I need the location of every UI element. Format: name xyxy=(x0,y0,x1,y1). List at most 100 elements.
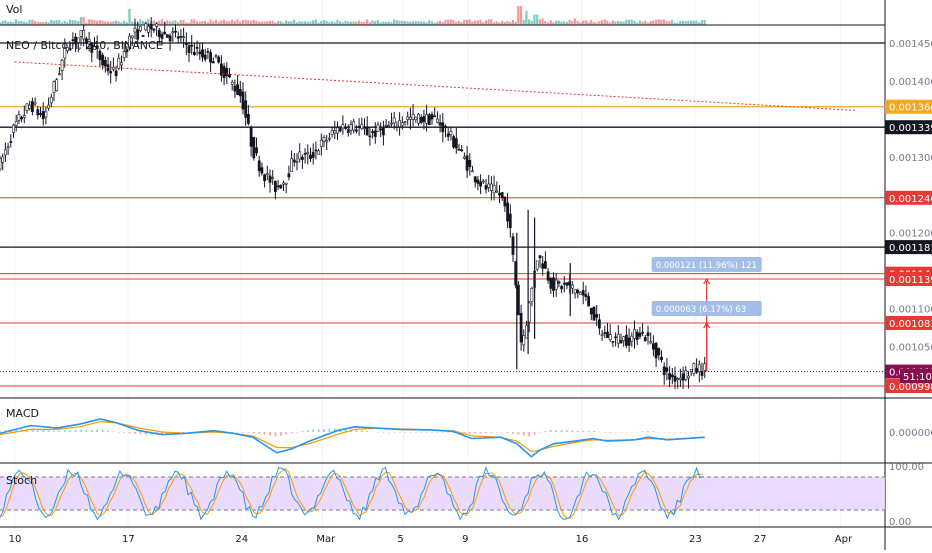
stoch-k-line xyxy=(0,466,704,521)
macd-histogram-bar xyxy=(15,429,18,432)
candle-body xyxy=(201,49,204,58)
time-tick-0: 10 xyxy=(9,534,22,545)
price-tag-7[interactable] xyxy=(885,316,932,331)
volume-bar xyxy=(371,20,374,25)
candle-body xyxy=(646,332,650,337)
volume-bar xyxy=(47,22,50,25)
volume-bar xyxy=(255,20,258,25)
macd-histogram-bar xyxy=(420,432,423,433)
candle-body xyxy=(98,50,102,61)
volume-bar xyxy=(638,20,641,25)
candle-body xyxy=(695,368,699,373)
time-axis[interactable]: 10 17 24 Mar 5 9 16 23 27 Apr xyxy=(9,534,853,545)
volume-bar xyxy=(276,21,280,25)
candle-body xyxy=(457,148,461,151)
volume-bar xyxy=(93,20,96,25)
volume-bar xyxy=(552,22,555,25)
macd-histogram-bar xyxy=(355,429,358,432)
price-tag-6[interactable] xyxy=(885,271,932,286)
volume-bar xyxy=(652,20,655,25)
volume-bar xyxy=(117,21,120,25)
volume-bar xyxy=(20,20,23,25)
candle-body xyxy=(325,140,329,143)
candle-body xyxy=(697,364,701,373)
time-tick-4: 5 xyxy=(397,534,403,545)
volume-bar xyxy=(174,20,177,25)
macd-histogram-bar xyxy=(398,432,401,433)
candle-body xyxy=(614,336,618,339)
volume-bar xyxy=(403,21,406,25)
price-tick-6: 0.001050 xyxy=(889,343,932,354)
price-tag-2[interactable] xyxy=(885,120,932,135)
volume-bar xyxy=(341,22,344,25)
candle-body xyxy=(511,236,515,255)
macd-histogram-bar xyxy=(274,432,277,437)
candle-body xyxy=(678,377,682,380)
candle-body xyxy=(492,185,496,194)
price-axis[interactable]: 0.0014500.0014000.0013000.0012500.001200… xyxy=(885,39,932,528)
macd-histogram-bar xyxy=(96,429,99,432)
time-tick-9: Apr xyxy=(835,534,853,545)
candle-body xyxy=(74,36,78,43)
macd-histogram-bar xyxy=(53,430,55,432)
volume-bar xyxy=(15,19,18,25)
volume-bar xyxy=(654,19,658,25)
candle-body xyxy=(371,131,375,134)
candle-body xyxy=(417,113,420,124)
candle-body xyxy=(549,278,553,289)
volume-bar xyxy=(563,21,566,25)
macd-histogram-bar xyxy=(620,432,622,433)
volume-bar xyxy=(487,19,490,25)
macd-label[interactable]: MACD xyxy=(6,407,39,420)
macd-histogram-bar xyxy=(393,432,396,433)
volume-bar xyxy=(336,19,339,25)
candle-body xyxy=(516,284,520,316)
volume-bar xyxy=(557,20,560,25)
candle-body xyxy=(473,176,477,183)
macd-histogram-bar xyxy=(58,430,61,432)
volume-bar xyxy=(320,21,323,25)
candle-body xyxy=(271,177,275,179)
candle-body xyxy=(174,30,177,33)
volume-bar xyxy=(684,21,687,25)
candle-body xyxy=(665,367,669,372)
candle-body xyxy=(1,156,5,163)
macd-histogram-bar xyxy=(668,432,671,433)
trend-line[interactable] xyxy=(14,61,858,112)
volume-bar xyxy=(239,21,242,25)
price-tag-4[interactable] xyxy=(885,240,932,255)
candle-body xyxy=(508,213,512,229)
volume-bar xyxy=(560,21,563,25)
macd-histogram-bar xyxy=(690,431,693,433)
candle-body xyxy=(357,125,361,128)
candle-body xyxy=(373,130,377,137)
candle-body xyxy=(597,319,601,329)
macd-histogram-bar xyxy=(528,432,531,437)
stoch-label[interactable]: Stoch xyxy=(6,474,37,487)
measure-box-1[interactable] xyxy=(651,301,762,317)
price-tick-0: 0.001450 xyxy=(889,39,932,50)
volume-bar xyxy=(42,22,45,25)
candle-body xyxy=(12,124,15,133)
volume-bar xyxy=(530,20,533,25)
candle-body xyxy=(311,152,315,158)
volume-bar xyxy=(303,21,307,25)
symbol-label[interactable]: NEO / Bitcoin, 240, BINANCE xyxy=(6,39,163,52)
volume-bar xyxy=(352,21,355,25)
candle-body xyxy=(403,121,407,124)
candle-body xyxy=(692,363,696,375)
macd-histogram-bar xyxy=(495,432,498,433)
drawings-layer: 0.000121 (11.96%) 121 0.000063 (6.17%) 63 xyxy=(14,61,858,372)
candle-body xyxy=(611,341,615,343)
candle-body xyxy=(498,192,501,196)
measure-box-0[interactable] xyxy=(651,256,762,272)
macd-histogram-bar xyxy=(447,432,450,433)
volume-bar xyxy=(544,21,547,25)
volume-bar xyxy=(630,19,633,25)
volume-bar xyxy=(398,20,401,25)
candle-body xyxy=(541,263,545,269)
price-tag-3[interactable] xyxy=(885,190,932,205)
candle-body xyxy=(319,139,323,147)
price-tag-1[interactable] xyxy=(885,99,932,114)
